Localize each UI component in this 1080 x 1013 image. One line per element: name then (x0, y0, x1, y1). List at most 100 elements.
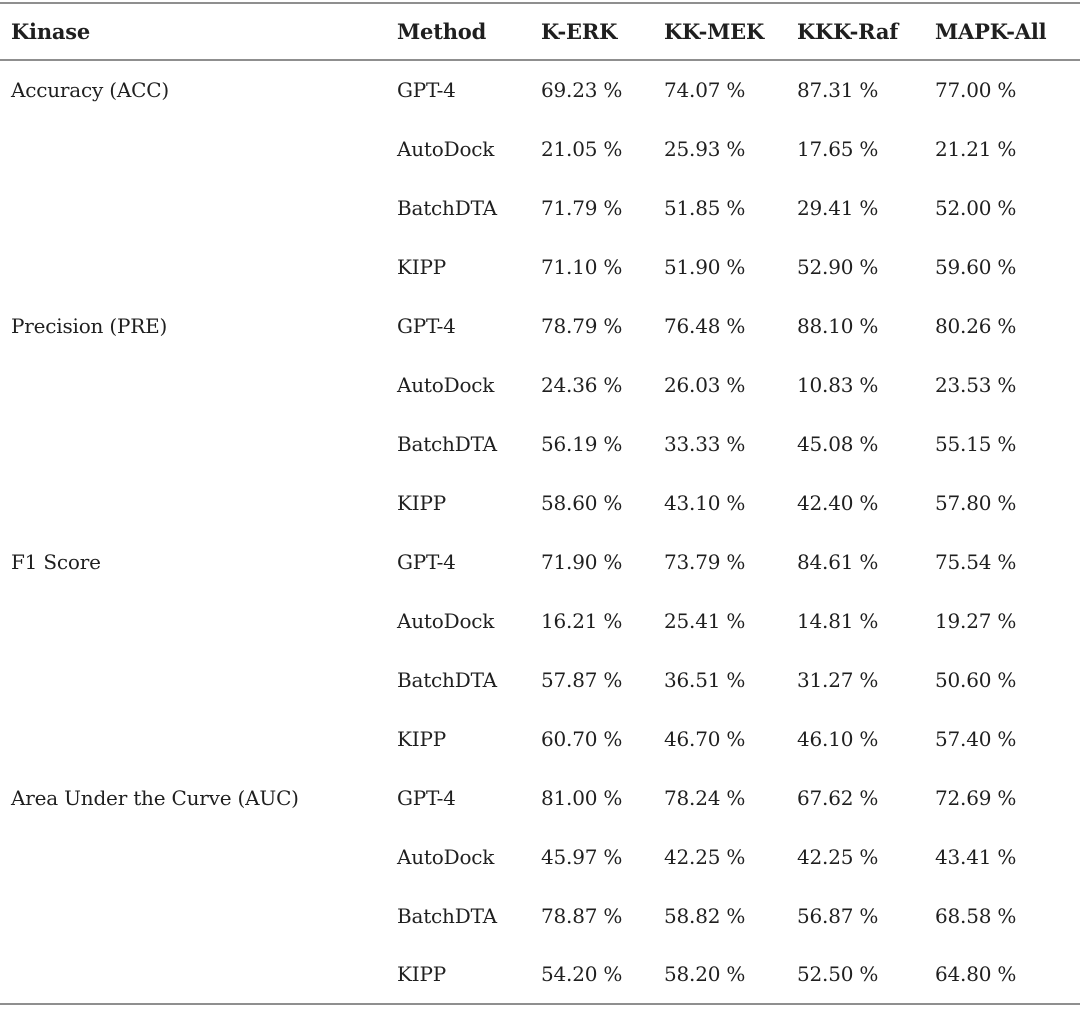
metric-label-cell (0, 473, 397, 532)
method-cell: BatchDTA (397, 667, 497, 692)
table-row: AutoDock 21.05 % 25.93 % 17.65 % 21.21 % (0, 119, 1080, 178)
value-cell: 46.70 % (664, 726, 746, 751)
method-cell: GPT-4 (397, 313, 456, 338)
metric-label-cell (0, 355, 397, 414)
value-cell: 17.65 % (797, 136, 879, 161)
metric-label-cell (0, 945, 397, 1004)
column-header-method: Method (397, 3, 541, 61)
value-cell: 42.25 % (664, 844, 746, 869)
value-cell: 58.20 % (664, 962, 746, 986)
value-cell: 71.90 % (541, 549, 623, 574)
value-cell: 33.33 % (664, 431, 746, 456)
column-header-kk-mek: KK-MEK (664, 3, 797, 61)
metric-label-cell (0, 237, 397, 296)
value-cell: 26.03 % (664, 372, 746, 397)
value-cell: 80.26 % (935, 313, 1017, 338)
value-cell: 57.40 % (935, 726, 1017, 751)
table-row: BatchDTA 78.87 % 58.82 % 56.87 % 68.58 % (0, 886, 1080, 945)
value-cell: 14.81 % (797, 608, 879, 633)
value-cell: 56.19 % (541, 431, 623, 456)
value-cell: 54.20 % (541, 962, 623, 986)
value-cell: 75.54 % (935, 549, 1017, 574)
table-row: KIPP 58.60 % 43.10 % 42.40 % 57.80 % (0, 473, 1080, 532)
value-cell: 68.58 % (935, 903, 1017, 928)
method-cell: BatchDTA (397, 903, 497, 928)
value-cell: 50.60 % (935, 667, 1017, 692)
value-cell: 84.61 % (797, 549, 879, 574)
method-cell: BatchDTA (397, 431, 497, 456)
value-cell: 29.41 % (797, 195, 879, 220)
method-cell: AutoDock (397, 844, 495, 869)
table-row: AutoDock 16.21 % 25.41 % 14.81 % 19.27 % (0, 591, 1080, 650)
value-cell: 31.27 % (797, 667, 879, 692)
value-cell: 69.23 % (541, 78, 623, 102)
value-cell: 52.00 % (935, 195, 1017, 220)
value-cell: 87.31 % (797, 78, 879, 102)
method-cell: AutoDock (397, 608, 495, 633)
metric-label-cell (0, 827, 397, 886)
value-cell: 71.10 % (541, 254, 623, 279)
value-cell: 64.80 % (935, 962, 1017, 986)
value-cell: 60.70 % (541, 726, 623, 751)
table-row: BatchDTA 71.79 % 51.85 % 29.41 % 52.00 % (0, 178, 1080, 237)
value-cell: 76.48 % (664, 313, 746, 338)
table-row: BatchDTA 56.19 % 33.33 % 45.08 % 55.15 % (0, 414, 1080, 473)
value-cell: 56.87 % (797, 903, 879, 928)
metric-label-cell: Area Under the Curve (AUC) (11, 785, 299, 810)
table-body: Accuracy (ACC) GPT-4 69.23 % 74.07 % 87.31 %… (0, 60, 1080, 1004)
table-row: AutoDock 24.36 % 26.03 % 10.83 % 23.53 % (0, 355, 1080, 414)
value-cell: 52.90 % (797, 254, 879, 279)
value-cell: 78.87 % (541, 903, 623, 928)
value-cell: 55.15 % (935, 431, 1017, 456)
value-cell: 67.62 % (797, 785, 879, 810)
value-cell: 73.79 % (664, 549, 746, 574)
metric-label-cell (0, 709, 397, 768)
table-row: Precision (PRE) GPT-4 78.79 % 76.48 % 88.10 … (0, 296, 1080, 355)
metric-label-cell (0, 119, 397, 178)
value-cell: 42.40 % (797, 490, 879, 515)
metric-label-cell (0, 650, 397, 709)
value-cell: 71.79 % (541, 195, 623, 220)
value-cell: 51.85 % (664, 195, 746, 220)
method-cell: GPT-4 (397, 549, 456, 574)
value-cell: 21.05 % (541, 136, 623, 161)
method-cell: AutoDock (397, 372, 495, 397)
value-cell: 45.08 % (797, 431, 879, 456)
table-row: KIPP 60.70 % 46.70 % 46.10 % 57.40 % (0, 709, 1080, 768)
table-row: F1 Score GPT-4 71.90 % 73.79 % 84.61 % 75.54 … (0, 532, 1080, 591)
value-cell: 46.10 % (797, 726, 879, 751)
value-cell: 59.60 % (935, 254, 1017, 279)
metric-label-cell (0, 591, 397, 650)
value-cell: 43.10 % (664, 490, 746, 515)
value-cell: 21.21 % (935, 136, 1017, 161)
metric-label-cell (0, 414, 397, 473)
table-row: Area Under the Curve (AUC) GPT-4 81.00 % 78… (0, 768, 1080, 827)
method-cell: KIPP (397, 726, 446, 751)
table-row: AutoDock 45.97 % 42.25 % 42.25 % 43.41 % (0, 827, 1080, 886)
table-row: KIPP 54.20 % 58.20 % 52.50 % 64.80 % (0, 945, 1080, 1004)
table-row: KIPP 71.10 % 51.90 % 52.90 % 59.60 % (0, 237, 1080, 296)
method-cell: KIPP (397, 254, 446, 279)
value-cell: 24.36 % (541, 372, 623, 397)
header-row: Kinase Method K-ERK KK-MEK KKK-Raf MAPK-… (0, 3, 1080, 61)
column-header-mapk-all: MAPK-All (935, 3, 1080, 61)
metric-label-cell: Precision (PRE) (11, 313, 168, 338)
method-cell: BatchDTA (397, 195, 497, 220)
value-cell: 23.53 % (935, 372, 1017, 397)
value-cell: 81.00 % (541, 785, 623, 810)
table-row: BatchDTA 57.87 % 36.51 % 31.27 % 50.60 % (0, 650, 1080, 709)
value-cell: 51.90 % (664, 254, 746, 279)
column-header-kkk-raf: KKK-Raf (797, 3, 935, 61)
value-cell: 88.10 % (797, 313, 879, 338)
method-cell: KIPP (397, 490, 446, 515)
value-cell: 19.27 % (935, 608, 1017, 633)
value-cell: 25.41 % (664, 608, 746, 633)
method-cell: AutoDock (397, 136, 495, 161)
value-cell: 16.21 % (541, 608, 623, 633)
method-cell: KIPP (397, 962, 446, 986)
column-header-kinase: Kinase (0, 3, 397, 61)
metric-label-cell (0, 886, 397, 945)
value-cell: 45.97 % (541, 844, 623, 869)
value-cell: 57.80 % (935, 490, 1017, 515)
